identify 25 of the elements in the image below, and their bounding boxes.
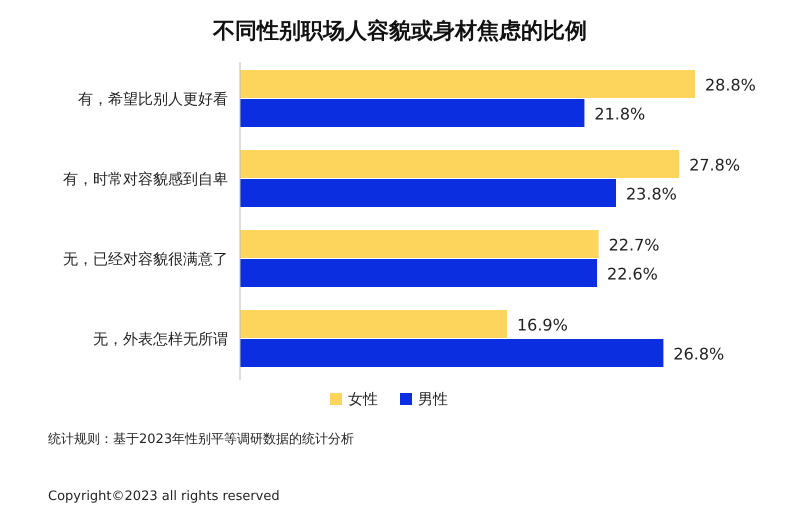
legend-label: 男性 xyxy=(418,390,448,408)
y-tick-label: 有，希望比别人更好看 xyxy=(78,90,228,108)
data-label: 21.8% xyxy=(594,104,646,124)
bar xyxy=(240,179,616,207)
bar xyxy=(240,70,695,98)
bar xyxy=(240,230,599,258)
data-label: 27.8% xyxy=(689,156,740,174)
bar xyxy=(240,310,507,338)
legend-label: 女性 xyxy=(348,390,378,408)
data-label: 23.8% xyxy=(626,184,677,204)
data-label: 26.8% xyxy=(673,344,724,364)
y-tick-label: 无，外表怎样无所谓 xyxy=(93,330,228,348)
bar xyxy=(240,150,680,178)
data-label: 22.7% xyxy=(608,236,660,254)
data-label: 22.6% xyxy=(607,264,658,284)
text: Copyright©2023 all rights reserved xyxy=(48,489,280,504)
bar xyxy=(240,339,664,367)
y-tick-label: 有，时常对容貌感到自卑 xyxy=(63,170,228,188)
data-label: 28.8% xyxy=(705,76,756,94)
y-tick-label: 无，已经对容貌很满意了 xyxy=(63,250,228,268)
data-label: 16.9% xyxy=(516,316,568,334)
chart-title: 不同性别职场人容貌或身材焦虑的比例 xyxy=(212,18,587,44)
bar xyxy=(240,99,584,127)
bar xyxy=(240,259,598,287)
text: 统计规则：基于2023年性别平等调研数据的统计分析 xyxy=(48,432,354,447)
